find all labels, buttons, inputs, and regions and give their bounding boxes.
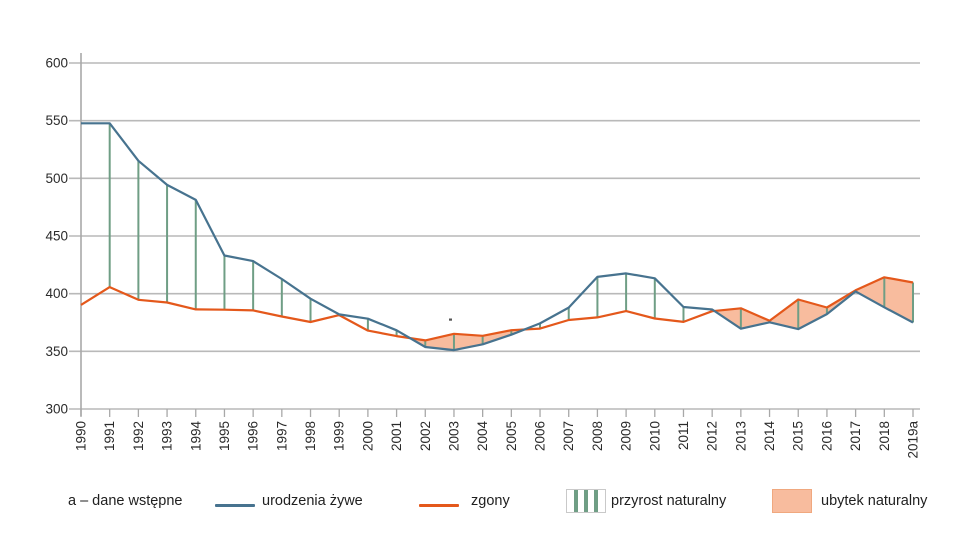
births-line — [81, 122, 914, 352]
x-tick-label: 2015 — [791, 421, 806, 451]
natural-increase-swatch — [566, 489, 606, 513]
natural-decrease-area — [714, 277, 913, 330]
legend-label-ubytek-naturalny: ubytek naturalny — [821, 493, 928, 509]
x-tick-label: 2000 — [360, 421, 375, 451]
y-tick-label: 550 — [45, 113, 68, 128]
x-tick-label: 1994 — [188, 421, 203, 452]
x-tick-label: 1997 — [274, 421, 289, 451]
x-tick-label: 2006 — [533, 421, 548, 451]
x-tick-label: 1993 — [160, 421, 175, 451]
stray-mark — [449, 318, 452, 321]
x-tick-label: 2009 — [619, 421, 634, 451]
x-tick-label: 2005 — [504, 421, 519, 451]
x-tick-label: 1995 — [217, 421, 232, 451]
x-tick-label: 1992 — [131, 421, 146, 451]
x-tick-label: 1996 — [246, 421, 261, 451]
x-tick-label: 2008 — [590, 421, 605, 451]
legend-note-dane-wstepne: a – dane wstępne — [68, 493, 183, 509]
x-tick-label: 2007 — [561, 421, 576, 451]
x-tick-label: 2013 — [733, 421, 748, 451]
x-tick-label: 2014 — [762, 421, 777, 452]
births-line-swatch — [215, 504, 255, 507]
legend-label-przyrost-naturalny: przyrost naturalny — [611, 493, 727, 509]
x-tick-label: 2004 — [475, 421, 490, 452]
x-tick-label: 2012 — [705, 421, 720, 451]
y-tick-label: 300 — [45, 402, 68, 417]
chart-legend: a – dane wstępne urodzenia żywe zgony pr… — [0, 484, 960, 520]
x-tick-label: 2017 — [848, 421, 863, 451]
y-tick-label: 350 — [45, 344, 68, 359]
x-tick-label: 2011 — [676, 421, 691, 450]
x-tick-label: 1999 — [332, 421, 347, 451]
y-tick-label: 400 — [45, 286, 68, 301]
y-tick-label: 450 — [45, 229, 68, 244]
y-tick-label: 500 — [45, 171, 68, 186]
deaths-line — [80, 276, 914, 342]
x-tick-label: 2003 — [446, 421, 461, 451]
natural-decrease-swatch — [772, 489, 812, 513]
x-tick-label: 2001 — [389, 421, 404, 451]
y-tick-label: 600 — [45, 56, 68, 71]
x-tick-label: 2018 — [877, 421, 892, 451]
legend-label-urodzenia-zywe: urodzenia żywe — [262, 493, 363, 509]
x-tick-label: 2019a — [906, 421, 921, 459]
legend-label-zgony: zgony — [471, 493, 510, 509]
x-tick-label: 1998 — [303, 421, 318, 451]
x-tick-label: 2016 — [819, 421, 834, 451]
x-tick-label: 1990 — [74, 421, 89, 451]
x-tick-label: 2002 — [418, 421, 433, 451]
deaths-line-swatch — [419, 504, 459, 507]
natural-decrease-area — [410, 329, 525, 351]
x-tick-label: 1991 — [102, 421, 117, 451]
x-tick-label: 2010 — [647, 421, 662, 451]
births-deaths-chart: 300 350 400 450 500 550 600 1990 1991 1992 1993 199… — [45, 53, 921, 459]
